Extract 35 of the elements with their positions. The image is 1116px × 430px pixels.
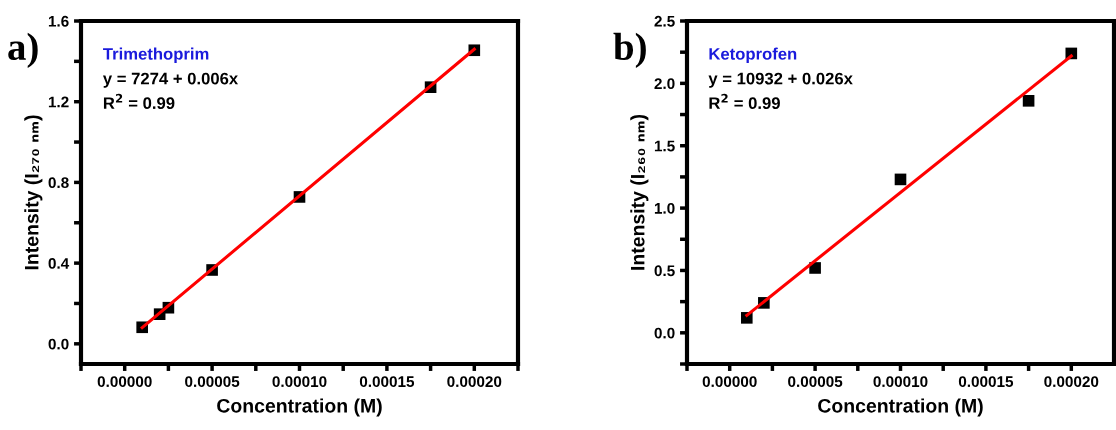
y-tick-label: 2.0	[654, 78, 675, 90]
y-tick-label: 0.0	[48, 338, 69, 350]
y-tick-label: 1.5	[654, 140, 675, 152]
y-tick-label: 1.6	[48, 15, 69, 27]
x-axis-title: Concentration (M)	[217, 398, 382, 417]
annotation: Trimethoprim	[103, 47, 209, 64]
x-tick-label: 0.00010	[272, 376, 327, 388]
y-tick-label: 0.8	[48, 177, 69, 189]
x-tick-label: 0.00015	[958, 376, 1014, 388]
y-tick-label: 0.0	[654, 327, 675, 339]
annotation: y = 7274 + 0.006x	[102, 72, 239, 88]
y-tick-label: 2.5	[654, 15, 675, 27]
x-axis-title: Concentration (M)	[818, 398, 983, 417]
x-tick-label: 0.00000	[97, 376, 152, 388]
x-tick-label: 0.00010	[873, 376, 928, 388]
y-tick-label: 1.0	[654, 202, 675, 214]
annotation: R$^{2}$ = 0.99	[103, 93, 175, 110]
annotation: y = 10932 + 0.026x	[708, 72, 853, 88]
annotation: Ketoprofen	[709, 47, 797, 64]
y-axis-title: Intensity (I₂₇₀ ₙₘ)	[24, 115, 43, 270]
x-tick-label: 0.00005	[788, 376, 843, 388]
y-tick-label: 0.4	[48, 257, 70, 269]
x-tick-label: 0.00005	[185, 376, 240, 388]
chart-title: a)	[8, 32, 38, 68]
x-tick-label: 0.00000	[702, 376, 757, 388]
annotation: R$^{2}$ = 0.99	[709, 93, 780, 110]
x-tick-label: 0.00015	[359, 376, 415, 388]
point	[1022, 95, 1035, 107]
point	[894, 173, 907, 186]
x-tick-label: 0.00020	[447, 376, 502, 388]
y-tick-label: 1.2	[48, 96, 69, 108]
y-axis-title: Intensity (I₂₆₀ ₙₘ)	[630, 114, 649, 270]
y-tick-label: 0.5	[654, 265, 675, 277]
x-tick-label: 0.00020	[1044, 376, 1099, 388]
chart-title: b)	[613, 32, 646, 68]
